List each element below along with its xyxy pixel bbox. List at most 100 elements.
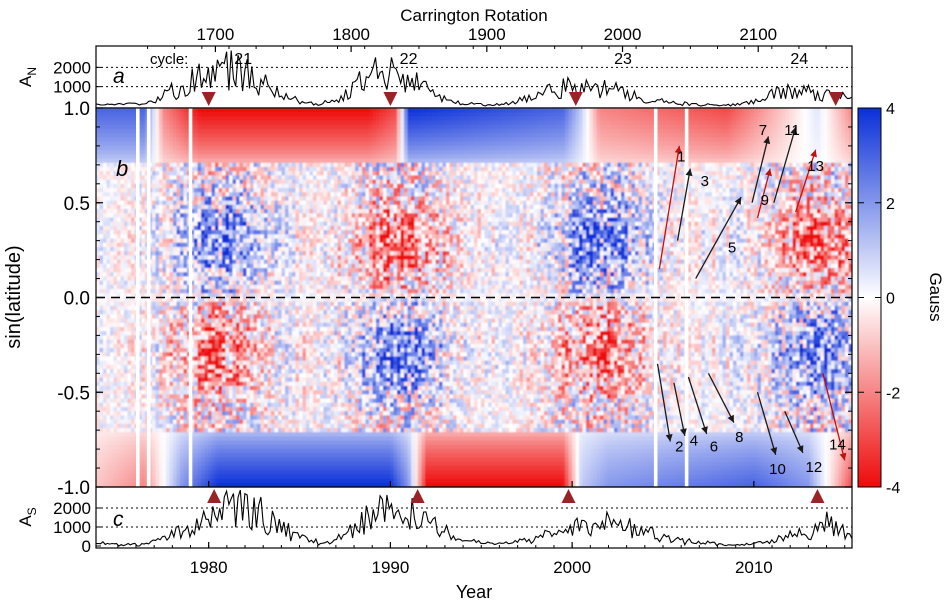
- surge-arrow-4: 4: [673, 382, 698, 450]
- year-axis-label: Year: [456, 582, 492, 602]
- surge-arrow-head: [763, 136, 771, 145]
- north-reversal-marker: [201, 92, 216, 106]
- surge-arrow-head: [790, 126, 798, 135]
- carrington-tick-label: 1700: [196, 25, 234, 44]
- year-ticks: 1980 1990 2000 2010: [117, 481, 846, 577]
- surge-arrow-12: 12: [784, 410, 822, 476]
- surge-arrow-13: 13: [795, 149, 824, 213]
- y-tick-label: 1.0: [64, 99, 90, 120]
- year-tick-label: 2010: [735, 558, 773, 577]
- cycle-prefix: cycle:: [150, 51, 188, 68]
- cycle-number-label: 23: [614, 51, 632, 68]
- surge-arrow-head: [734, 197, 742, 205]
- a-s-activity-line: [96, 489, 852, 547]
- panel-c-y-label: AS: [16, 507, 39, 526]
- panel-a-y-label: AN: [16, 67, 39, 87]
- surge-label: 7: [759, 122, 767, 139]
- panel-a-letter: a: [113, 65, 125, 88]
- panel-b-y-ticks: 1.0 0.5 0.0 -0.5 -1.0: [57, 99, 852, 499]
- surge-label: 4: [690, 433, 698, 450]
- y-tick-label: 0.0: [64, 289, 90, 310]
- surge-label: 8: [735, 429, 743, 446]
- surge-arrow-2: 2: [656, 363, 684, 455]
- surge-arrow-head: [674, 145, 682, 154]
- surge-label: 1: [677, 148, 685, 165]
- surge-arrow-14: 14: [822, 373, 847, 461]
- svg-text:AN: AN: [16, 67, 39, 87]
- surge-label: 2: [675, 438, 683, 455]
- surge-arrow-shaft: [707, 373, 735, 423]
- surge-arrow-7: 7: [751, 122, 771, 203]
- surge-label: 11: [784, 122, 800, 139]
- surge-label: 14: [829, 436, 846, 453]
- carrington-tick-label: 2000: [604, 25, 642, 44]
- surge-arrow-10: 10: [756, 392, 786, 478]
- surge-arrow-shaft: [658, 145, 680, 270]
- surge-arrow-11: 11: [773, 122, 800, 203]
- surge-arrow-shaft: [756, 392, 777, 455]
- panel-c-frame: [95, 486, 853, 549]
- colorbar-tick-label: 4: [886, 101, 895, 118]
- surge-arrow-shaft: [695, 196, 742, 279]
- surge-arrow-9: 9: [756, 168, 772, 219]
- panel-c-reversal-markers: [207, 489, 825, 503]
- colorbar: 4 2 0 -2 -4 Gauss: [857, 101, 945, 497]
- surge-arrow-shaft: [673, 382, 686, 436]
- cycle-number-label: 24: [790, 51, 808, 68]
- surge-arrow-shaft: [773, 126, 797, 203]
- north-reversal-marker: [568, 92, 583, 106]
- surge-arrow-6: 6: [687, 376, 718, 455]
- south-reversal-marker: [207, 489, 222, 503]
- panel-a-reversal-markers: [201, 92, 843, 106]
- surge-arrow-shaft: [822, 373, 846, 461]
- a-n-symbol: A: [16, 75, 35, 87]
- cycle-labels: cycle: 21 22 23 24: [150, 51, 808, 68]
- carrington-tick-label: 1800: [332, 25, 370, 44]
- surge-label: 13: [807, 158, 824, 175]
- surge-arrow-shaft: [784, 410, 804, 454]
- y-tick-label: -1.0: [57, 478, 90, 499]
- surge-arrow-shaft: [751, 136, 770, 203]
- panel-a-reference-lines: [96, 66, 852, 88]
- south-reversal-marker: [410, 489, 425, 503]
- a-n-subscript: N: [25, 67, 39, 76]
- c-y-tick-label: 1000: [53, 518, 91, 537]
- a-s-subscript: S: [25, 507, 39, 515]
- surge-arrow-8: 8: [707, 373, 743, 446]
- cycle-number-label: 22: [400, 51, 418, 68]
- panel-b-letter: b: [116, 156, 128, 181]
- cycle-number-label: 21: [234, 51, 252, 68]
- surge-label: 3: [701, 173, 709, 190]
- colorbar-ticks: 4 2 0 -2 -4: [858, 101, 900, 497]
- y-tick-label: -0.5: [57, 383, 90, 404]
- surge-arrow-head: [727, 414, 734, 423]
- surge-arrow-head: [839, 452, 847, 461]
- surge-arrow-head: [770, 447, 778, 455]
- surge-arrow-head: [701, 426, 708, 434]
- surge-arrow-shaft: [656, 363, 671, 442]
- surge-label: 10: [769, 461, 786, 478]
- colorbar-label: Gauss: [926, 272, 945, 321]
- surge-arrow-shaft: [687, 376, 708, 435]
- panel-a-series: [96, 50, 852, 107]
- year-tick-label: 1990: [371, 558, 409, 577]
- surge-label: 5: [728, 239, 736, 256]
- colorbar-tick-label: 0: [886, 291, 895, 308]
- carrington-ticks: 1700 1800 1900 2000 2100: [147, 25, 827, 52]
- surge-arrow-head: [796, 445, 804, 453]
- a-y-tick-label: 1000: [53, 78, 91, 97]
- surge-label: 6: [710, 438, 718, 455]
- a-n-activity-line: [96, 50, 852, 107]
- c-y-tick-label: 0: [82, 537, 91, 556]
- carrington-tick-label: 2100: [739, 25, 777, 44]
- surge-label: 12: [805, 459, 822, 476]
- colorbar-tick-label: -2: [886, 385, 900, 402]
- surge-arrow-shaft: [676, 168, 691, 241]
